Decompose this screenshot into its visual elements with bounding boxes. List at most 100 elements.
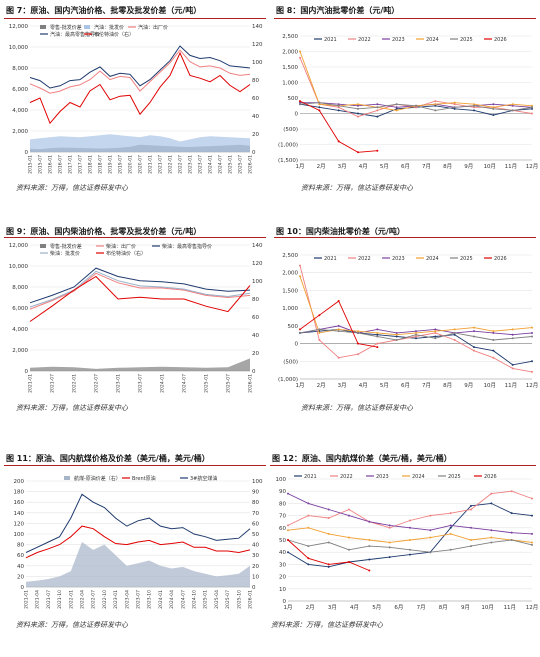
- x-tick-label: 3月: [338, 382, 347, 389]
- panel-title-4: 图 10：国内柴油批零价差（元/吨）: [276, 227, 405, 236]
- x-tick-label: 6月: [401, 163, 410, 170]
- series-2021-point: [395, 335, 398, 338]
- series-2022-point: [449, 512, 452, 515]
- x-tick-label: 2019-07: [118, 155, 124, 174]
- y2-tick-label: 40: [252, 114, 259, 120]
- series-2021-point: [415, 337, 417, 340]
- series-2021-point: [473, 109, 475, 112]
- legend-label: 2025: [460, 37, 473, 43]
- source-note-1: 资料来源：万得，信达证券研发中心: [16, 184, 128, 192]
- x-tick-label: 2024-07: [218, 155, 224, 174]
- x-tick-label: 7月: [422, 163, 431, 170]
- legend-label: 柴油：最高零售指导价: [162, 243, 212, 250]
- series-2023-point: [409, 526, 411, 529]
- y-tick-label: 10: [279, 587, 286, 593]
- x-tick-label: 2021-07: [46, 590, 52, 609]
- x-tick-label: 2022-01: [68, 590, 74, 609]
- series-2025-point: [299, 331, 301, 334]
- y2-tick-label: 10: [252, 574, 259, 580]
- x-tick-label: 2025-01: [204, 374, 210, 393]
- series-2025-point: [307, 545, 310, 548]
- y2-tick-label: 100: [252, 479, 263, 485]
- series-2026-point: [376, 149, 379, 152]
- legend-label: 3#航空煤油: [190, 475, 217, 482]
- series-2021-point: [470, 504, 472, 507]
- series-2022-point: [357, 115, 359, 118]
- y-tick-label: 140: [14, 511, 25, 517]
- legend-swatch: [40, 244, 46, 248]
- series-2023-point: [415, 330, 417, 333]
- series-2022-point: [357, 353, 359, 356]
- series-2023-point: [511, 333, 514, 336]
- x-tick-label: 2023-07: [136, 590, 142, 609]
- series-2023-point: [531, 331, 533, 334]
- source-note-2: 资料来源：万得，信达证券研发中心: [301, 184, 413, 192]
- legend-label: Brent原油: [132, 475, 156, 482]
- series-2022-point: [490, 492, 493, 495]
- x-tick-label: 2025-01: [203, 590, 209, 609]
- series-2022-point: [453, 339, 456, 342]
- x-tick-label: 10月: [481, 604, 494, 611]
- series-2026-point: [348, 560, 350, 563]
- chart-3: 0 2,000 4,000 6,000 8,000 10,000 12,000 0 20 40 60…: [9, 243, 263, 393]
- series-2025-point: [434, 337, 437, 340]
- x-tick-label: 10月: [484, 163, 497, 170]
- series-2022-point: [299, 264, 301, 267]
- series-2022-line: [299, 265, 533, 373]
- series-2025-point: [376, 106, 379, 109]
- x-tick-label: 2022-01: [168, 155, 174, 174]
- series-2024-point: [473, 103, 475, 106]
- legend-label: 2026: [494, 37, 507, 43]
- x-tick-label: 7月: [417, 604, 426, 611]
- legend-label: 2025: [448, 474, 461, 480]
- x-tick-label: 2022-07: [178, 155, 184, 174]
- series-2022-point: [318, 339, 321, 342]
- y2-tick-label: 70: [252, 511, 259, 517]
- series-2023-point: [287, 492, 289, 495]
- series-2022-point: [531, 370, 533, 373]
- series-2025-point: [337, 330, 340, 333]
- y-tick-label: 60: [17, 553, 24, 559]
- y2-tick-label: 140: [252, 24, 263, 30]
- x-tick-label: 2025-10: [236, 590, 242, 609]
- x-tick-label: 2015-07: [38, 155, 44, 174]
- x-tick-label: 6月: [401, 382, 410, 389]
- legend-label: 2026: [494, 256, 507, 262]
- x-tick-label: 1月: [296, 163, 305, 170]
- legend-swatch: [64, 476, 70, 480]
- series-2022-point: [470, 508, 472, 511]
- series-2021-point: [376, 333, 379, 336]
- legend-label: 航煤-原油价差（右）: [74, 475, 121, 482]
- x-tick-label: 9月: [461, 604, 470, 611]
- series-2023-point: [395, 331, 398, 334]
- legend-label: 柴油：出厂价: [106, 243, 136, 250]
- series-2021-point: [490, 502, 493, 505]
- title-rule-5: [4, 465, 266, 466]
- y2-tick-label: 120: [252, 42, 263, 48]
- series-2021-line: [287, 502, 533, 568]
- y2-tick-label: 60: [252, 315, 259, 321]
- legend-label: 2022: [358, 256, 371, 262]
- x-tick-label: 5月: [372, 604, 381, 611]
- legend-label: 2021: [324, 37, 337, 43]
- series-2021-point: [510, 512, 513, 515]
- series-布伦特油价（右）-line: [29, 51, 251, 125]
- y-tick-label: 40: [17, 564, 24, 570]
- series-2022-point: [337, 356, 340, 359]
- y-tick-label: 60: [279, 526, 286, 532]
- y-tick-label: 0: [21, 585, 25, 591]
- title-rule-4: [274, 237, 536, 238]
- series-2022-point: [348, 508, 350, 511]
- y-tick-label: 2,000: [282, 271, 298, 277]
- x-tick-label: 8月: [443, 163, 452, 170]
- x-tick-label: 5月: [380, 382, 389, 389]
- x-tick-label: 1月: [284, 604, 293, 611]
- series-2022-point: [434, 100, 437, 103]
- series-2025-point: [327, 541, 330, 544]
- x-tick-label: 2016-07: [58, 155, 64, 174]
- series-2022-point: [473, 349, 475, 352]
- series-2023-point: [368, 520, 371, 523]
- series-2024-point: [376, 331, 379, 334]
- y-tick-label: 0: [25, 369, 29, 375]
- series-2022-line: [287, 490, 533, 529]
